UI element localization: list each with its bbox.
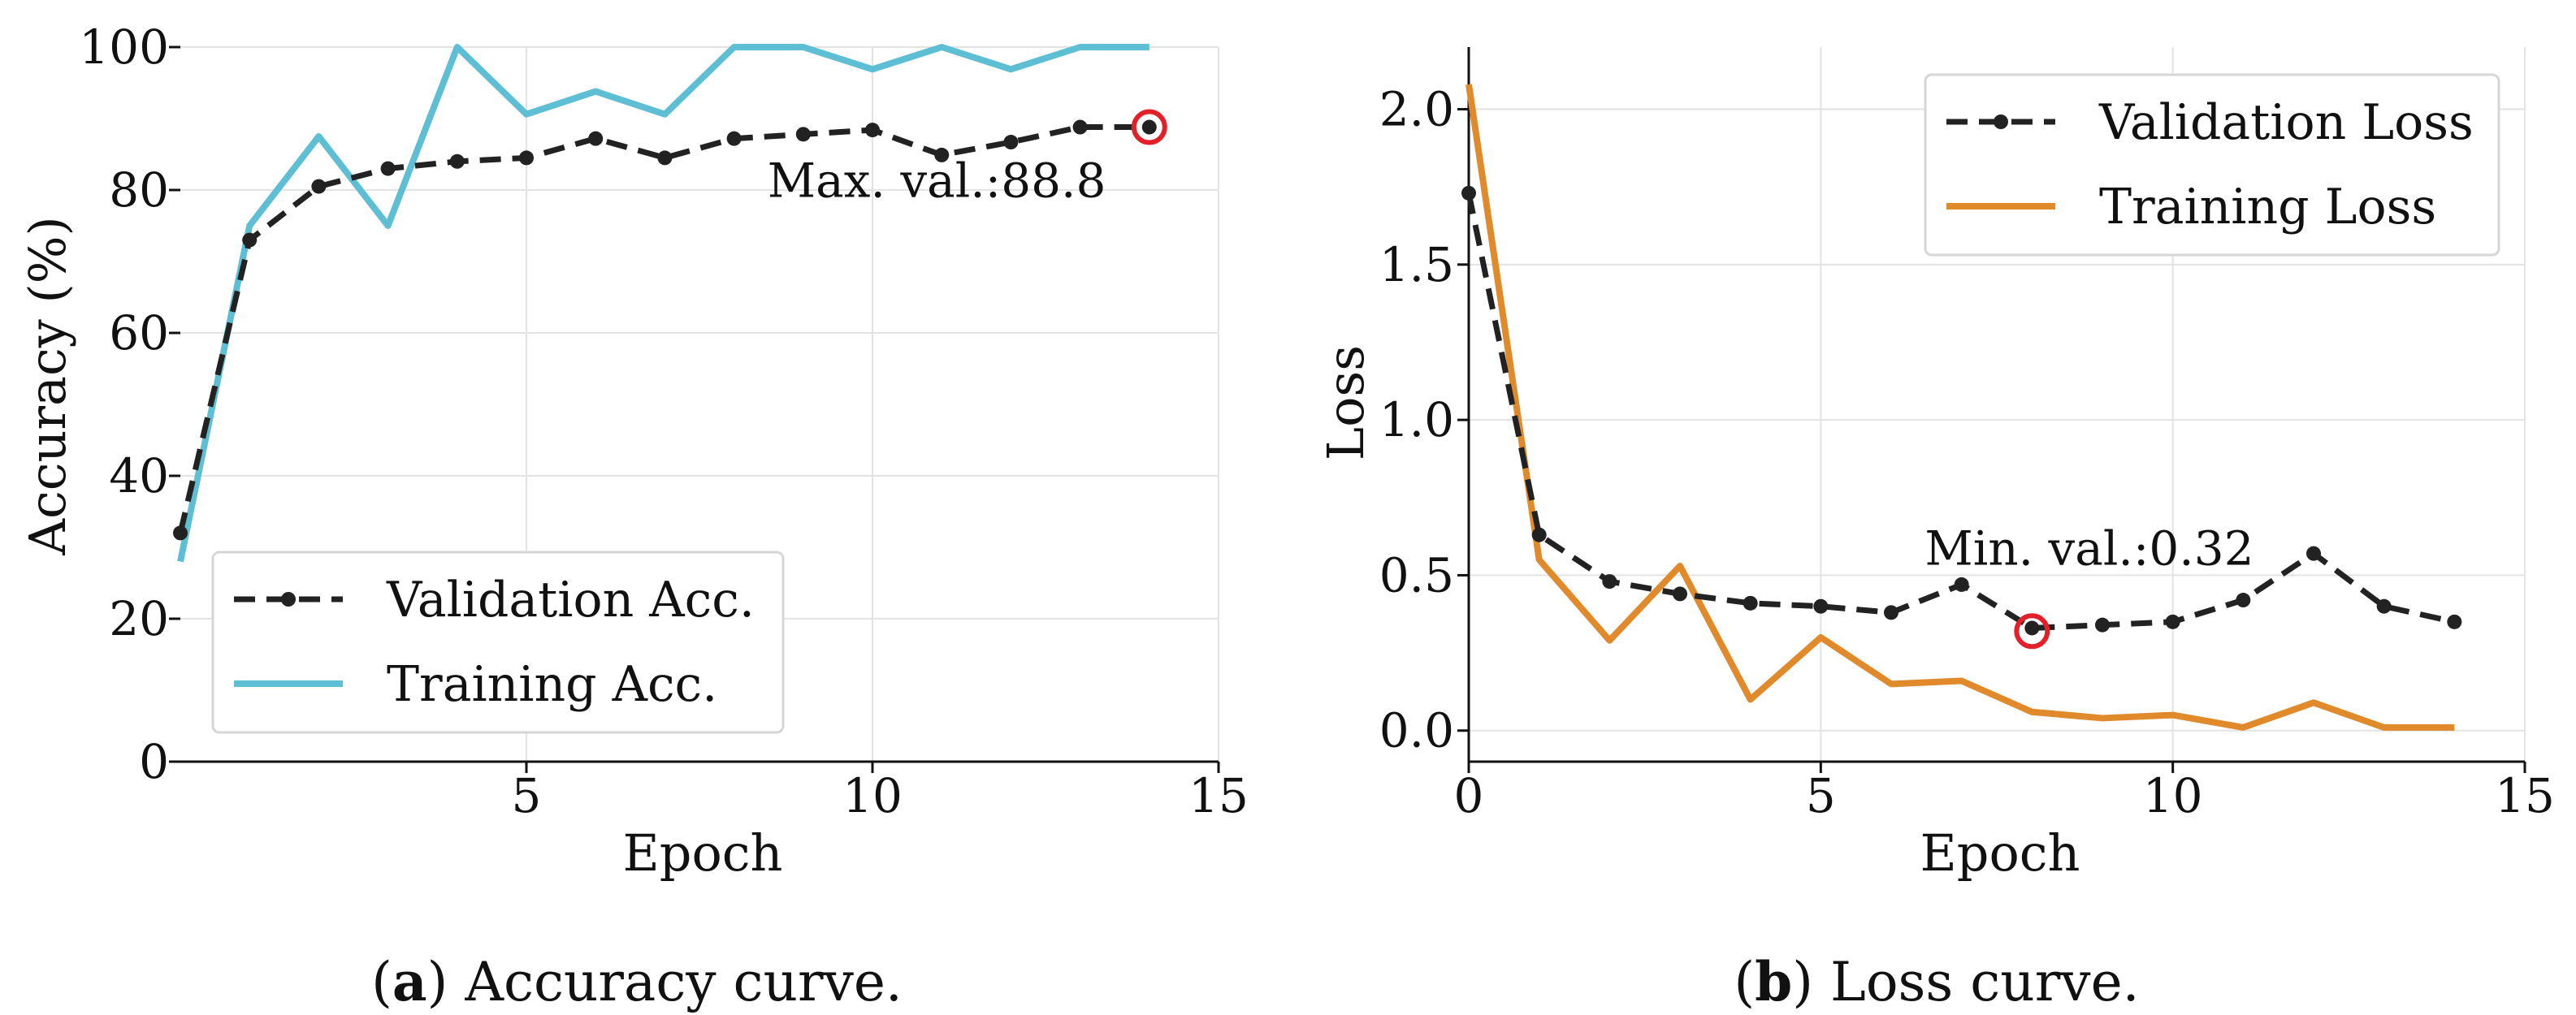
loss-validation-point <box>2095 617 2110 633</box>
caption-a-close: ) <box>427 951 448 1013</box>
loss-validation-point <box>1602 574 1617 590</box>
accuracy-validation-point <box>242 232 258 248</box>
loss-highlight-marker <box>2014 613 2050 650</box>
accuracy-y-axis-title: Accuracy (%) <box>18 216 77 556</box>
accuracy-validation-point <box>657 150 673 166</box>
accuracy-validation-point <box>380 161 396 176</box>
accuracy-highlight-marker <box>1131 109 1167 145</box>
loss-validation-point <box>2024 620 2040 636</box>
accuracy-y-tick-label: 80 <box>109 162 169 218</box>
loss-validation-point <box>2236 593 2251 608</box>
loss-validation-point <box>2376 598 2392 614</box>
accuracy-y-tick-label: 40 <box>109 448 169 503</box>
caption-a: (a) Accuracy curve. <box>371 950 903 1013</box>
caption-a-open: ( <box>371 951 392 1013</box>
loss-axes <box>1467 47 2525 763</box>
accuracy-chart: 5 10 15 0 20 40 60 80 100 Max. val.:88.8 Valida… <box>18 19 1249 883</box>
caption-b-open: ( <box>1734 951 1755 1013</box>
loss-validation-point <box>1531 527 1547 542</box>
loss-x-tick-label: 15 <box>2495 768 2555 823</box>
loss-x-tick-label: 0 <box>1454 768 1484 823</box>
loss-validation-point <box>1884 605 1898 620</box>
accuracy-series <box>173 44 1157 563</box>
loss-chart: 0 5 10 15 0.0 0.5 1.0 1.5 2.0 Min. val.:0.32 Va… <box>1316 47 2555 883</box>
accuracy-legend-box <box>211 551 785 734</box>
loss-y-tick-label: 1.0 <box>1379 392 1454 447</box>
accuracy-legend-label: Training Acc. <box>387 656 717 713</box>
loss-x-tick-label: 10 <box>2143 768 2203 823</box>
accuracy-validation-point <box>311 179 327 194</box>
loss-annotation: Min. val.:0.32 <box>1924 520 2254 650</box>
accuracy-x-tick-label: 5 <box>512 768 542 823</box>
loss-x-axis-title: Epoch <box>1920 823 2080 883</box>
loss-series-training-line <box>1466 84 2455 731</box>
accuracy-y-tick-label: 20 <box>109 591 169 646</box>
loss-validation-point <box>2447 614 2462 629</box>
loss-legend-label: Training Loss <box>2099 179 2436 235</box>
accuracy-validation-point <box>865 123 880 138</box>
accuracy-validation-point <box>726 131 742 146</box>
loss-annotation-label: Min. val.:0.32 <box>1924 520 2253 576</box>
loss-x-ticks: 0 5 10 15 <box>1454 762 2555 823</box>
accuracy-validation-point <box>519 150 534 166</box>
accuracy-x-ticks: 5 10 15 <box>512 762 1249 823</box>
loss-x-tick-label: 5 <box>1806 768 1836 823</box>
accuracy-y-ticks: 0 20 40 60 80 100 <box>79 19 180 789</box>
accuracy-series-validation-line <box>177 124 1149 534</box>
accuracy-y-tick-label: 60 <box>109 305 169 361</box>
loss-validation-point <box>1743 595 1758 611</box>
caption-b-label: b <box>1755 950 1792 1013</box>
caption-b-text: Loss curve. <box>1813 951 2140 1013</box>
accuracy-validation-point <box>1141 119 1157 135</box>
loss-y-tick-label: 1.5 <box>1379 237 1454 292</box>
loss-y-axis-title: Loss <box>1316 345 1375 460</box>
loss-y-ticks: 0.0 0.5 1.0 1.5 2.0 <box>1379 82 1469 758</box>
accuracy-validation-point <box>795 127 811 142</box>
accuracy-y-tick-label: 0 <box>139 734 169 789</box>
accuracy-annotation-label: Max. val.:88.8 <box>768 153 1106 209</box>
accuracy-validation-point <box>449 153 465 169</box>
accuracy-legend-swatch-marker <box>281 592 296 607</box>
accuracy-legend: Validation Acc. Training Acc. <box>211 551 785 734</box>
loss-validation-point <box>2306 546 2321 561</box>
loss-validation-point <box>1461 185 1476 201</box>
caption-a-text: Accuracy curve. <box>448 951 903 1013</box>
accuracy-validation-point <box>1003 135 1019 150</box>
caption-a-label: a <box>392 950 427 1013</box>
accuracy-y-tick-label: 100 <box>79 19 169 75</box>
loss-series <box>1461 84 2462 731</box>
accuracy-annotation: Max. val.:88.8 <box>768 109 1167 209</box>
accuracy-x-axis-title: Epoch <box>623 823 783 883</box>
loss-legend-label: Validation Loss <box>2098 94 2474 151</box>
accuracy-validation-point <box>934 147 950 162</box>
loss-y-tick-label: 0.5 <box>1379 547 1454 603</box>
loss-y-tick-label: 2.0 <box>1379 82 1454 137</box>
caption-b-close: ) <box>1792 951 1813 1013</box>
accuracy-legend-label: Validation Acc. <box>386 572 755 628</box>
loss-validation-point <box>1813 598 1829 614</box>
loss-validation-point <box>1673 586 1687 602</box>
accuracy-validation-point <box>1072 119 1088 135</box>
accuracy-x-tick-label: 15 <box>1188 768 1249 823</box>
caption-b: (b) Loss curve. <box>1734 950 2139 1013</box>
accuracy-validation-point <box>173 525 188 541</box>
loss-legend-box <box>1924 73 2500 257</box>
loss-legend: Validation Loss Training Loss <box>1924 73 2500 257</box>
loss-y-tick-label: 0.0 <box>1379 703 1454 758</box>
loss-legend-swatch-marker <box>1994 114 2008 129</box>
accuracy-x-tick-label: 10 <box>842 768 903 823</box>
loss-validation-point <box>2165 614 2180 629</box>
accuracy-series-training-line <box>177 44 1149 563</box>
accuracy-validation-point <box>588 131 604 146</box>
loss-validation-point <box>1954 577 1969 592</box>
